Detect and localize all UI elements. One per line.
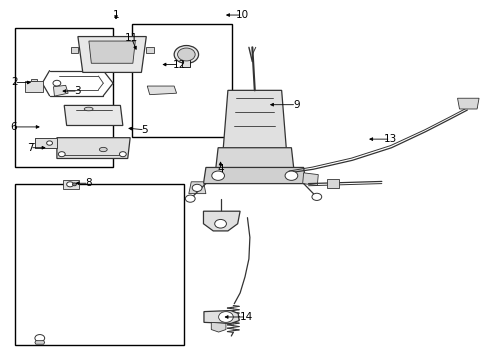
Polygon shape [25,81,43,92]
Text: 7: 7 [26,143,33,153]
Polygon shape [53,85,68,96]
Text: 10: 10 [236,10,249,20]
Polygon shape [203,211,240,231]
Polygon shape [57,138,130,158]
Circle shape [192,184,202,192]
Polygon shape [211,322,226,332]
Polygon shape [189,182,206,194]
Text: 9: 9 [293,100,299,110]
Text: 11: 11 [125,33,138,43]
Text: 2: 2 [11,77,18,87]
Text: 13: 13 [384,134,397,144]
Polygon shape [35,138,57,148]
Bar [182,53,190,67]
Bar [15,184,184,345]
Circle shape [47,141,52,145]
Bar [132,24,232,137]
Text: 3: 3 [74,86,81,96]
Polygon shape [63,180,79,189]
Circle shape [53,80,61,86]
Circle shape [67,182,74,187]
Circle shape [215,220,226,228]
Circle shape [174,45,198,63]
Polygon shape [203,167,306,184]
Circle shape [73,183,76,186]
Polygon shape [216,148,294,169]
Text: 5: 5 [142,125,148,135]
Polygon shape [147,47,154,53]
Circle shape [219,312,233,322]
Text: 8: 8 [85,178,92,188]
Polygon shape [303,173,318,185]
Ellipse shape [84,107,93,111]
Text: 6: 6 [10,122,17,132]
Polygon shape [147,86,176,95]
Ellipse shape [99,147,107,152]
Circle shape [58,152,65,157]
Polygon shape [71,47,78,53]
Circle shape [212,171,224,180]
Polygon shape [223,90,287,151]
Text: 14: 14 [239,312,253,322]
Circle shape [120,152,126,157]
Polygon shape [89,41,135,63]
Text: 12: 12 [172,59,186,69]
Polygon shape [64,105,123,126]
Circle shape [177,48,195,61]
Circle shape [35,334,45,342]
Polygon shape [204,311,239,323]
Text: 4: 4 [217,164,224,174]
Polygon shape [35,138,57,148]
Circle shape [312,193,322,201]
Polygon shape [78,37,147,72]
Polygon shape [31,79,37,81]
Polygon shape [35,341,45,344]
Polygon shape [327,179,339,188]
Bar [15,28,113,167]
Text: 1: 1 [113,10,120,20]
Circle shape [285,171,298,180]
Circle shape [185,195,195,202]
Polygon shape [458,98,479,109]
